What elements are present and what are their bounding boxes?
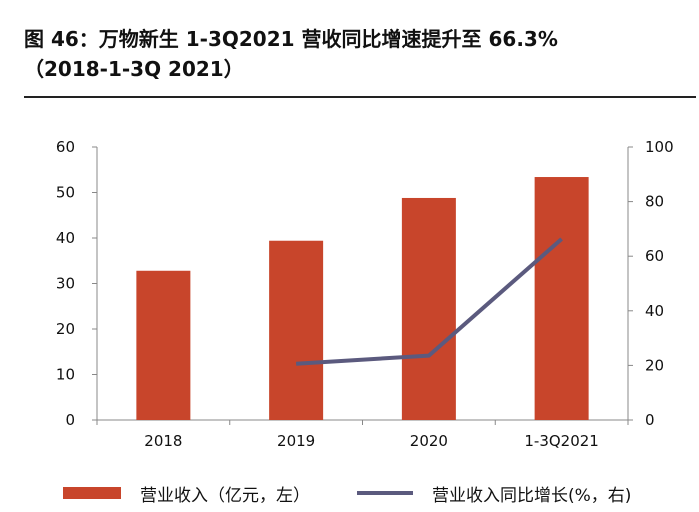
right-y-axis: 0 20 40 60 80 100 (627, 138, 674, 429)
bar-2020 (401, 197, 456, 420)
legend-line-swatch (357, 491, 413, 495)
legend-bar-swatch (63, 487, 121, 499)
line-series (296, 237, 563, 366)
right-tick-label: 20 (645, 356, 664, 374)
left-tick-label: 30 (56, 275, 75, 293)
right-tick-label: 40 (645, 302, 664, 320)
legend-bar-label: 营业收入（亿元，左） (140, 486, 310, 506)
x-tick-label: 1-3Q2021 (524, 432, 598, 450)
legend-line-label: 营业收入同比增长(%，右) (432, 486, 632, 506)
bar-series (136, 177, 589, 420)
left-tick-label: 50 (56, 184, 75, 202)
left-tick-label: 40 (56, 229, 75, 247)
x-tick-label: 2018 (144, 432, 182, 450)
right-tick-label: 100 (645, 138, 674, 156)
x-tick-label: 2020 (410, 432, 448, 450)
chart-title-line2: （2018-1-3Q 2021） (24, 57, 244, 81)
right-tick-label: 0 (645, 411, 655, 429)
chart-title-line1: 图 46：万物新生 1-3Q2021 营收同比增速提升至 66.3% (24, 27, 558, 51)
left-tick-label: 60 (56, 138, 75, 156)
combo-chart: 0 10 20 30 40 50 60 0 20 40 60 80 100 2018 2019 2020 1… (56, 138, 674, 450)
left-tick-label: 10 (56, 366, 75, 384)
left-tick-label: 0 (65, 411, 75, 429)
bar-1-3Q2021 (534, 177, 589, 420)
right-tick-label: 60 (645, 247, 664, 265)
title-divider (24, 96, 696, 98)
right-tick-label: 80 (645, 193, 664, 211)
chart-title: 图 46：万物新生 1-3Q2021 营收同比增速提升至 66.3% （2018… (24, 24, 684, 84)
left-y-axis: 0 10 20 30 40 50 60 (56, 138, 98, 429)
left-tick-label: 20 (56, 320, 75, 338)
x-tick-label: 2019 (277, 432, 315, 450)
x-axis: 2018 2019 2020 1-3Q2021 (96, 419, 629, 450)
legend: 营业收入（亿元，左） 营业收入同比增长(%，右) (0, 478, 699, 508)
bar-2019 (269, 240, 324, 420)
bar-2018 (136, 270, 191, 420)
